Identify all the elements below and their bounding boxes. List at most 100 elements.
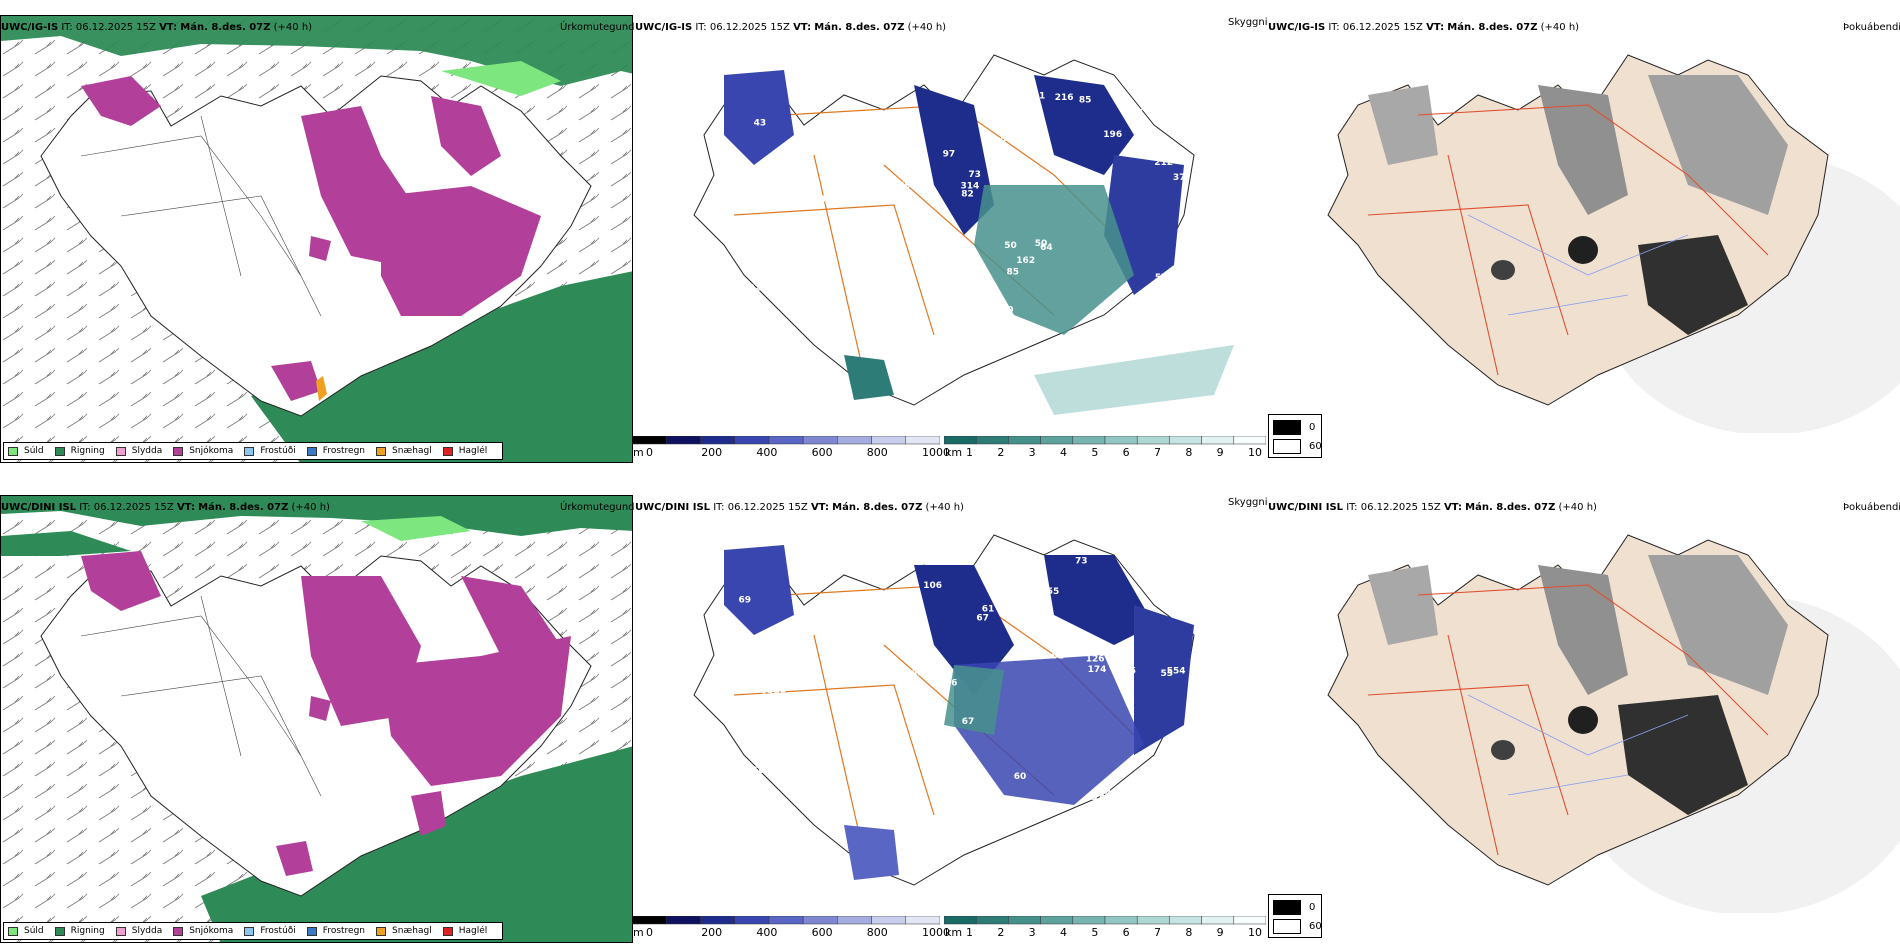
visibility-value-label: 40	[968, 836, 981, 846]
visibility-value-label: 51	[1033, 92, 1046, 102]
colorbar-swatch	[1201, 916, 1235, 925]
visibility-value-label: 62	[911, 174, 924, 184]
visibility-value-label: 67	[976, 614, 989, 624]
header-fog-row1: UWC/IG-IS IT: 06.12.2025 15Z VT: Mán. 8.…	[1268, 22, 1579, 34]
visibility-value-label: 114	[747, 182, 766, 192]
colorbar-swatch	[768, 436, 804, 445]
visibility-labels-row1: 62 114 75 52 54 32 80 97 57 50 55 69 52 73 64 43 57 37 50 6…	[721, 69, 1186, 365]
visibility-value-label: 59	[1169, 758, 1182, 768]
precip-legend-row2: Súld Rigning Slydda Snjókoma Frostúði Fr…	[3, 922, 504, 940]
vt-value: Mán. 8.des. 07Z	[832, 502, 923, 513]
vis-unit: km	[945, 926, 963, 939]
legend-item-slydda: Slydda	[115, 926, 162, 936]
legend-swatch	[8, 446, 18, 456]
it-label: IT:	[713, 502, 725, 513]
precip-map-row2	[1, 496, 632, 942]
fog-title-row1: Þokuábendi	[1843, 22, 1900, 33]
model-name: UWC/DINI ISL	[635, 502, 711, 513]
fog-legend-dark-box	[1273, 900, 1301, 915]
legend-item-frostregn: Frostregn	[306, 446, 366, 456]
legend-swatch	[244, 926, 255, 936]
legend-item-frostregn: Frostregn	[306, 926, 366, 936]
visibility-value-label: 32	[769, 339, 782, 349]
visibility-value-label: 174	[811, 746, 830, 756]
colorbar-swatch	[975, 436, 1009, 445]
visibility-value-label: 126	[1086, 654, 1105, 664]
it-value: 06.12.2025 15Z	[1360, 502, 1441, 513]
model-name: UWC/IG-IS	[635, 22, 693, 33]
legend-item-frostudi: Frostúði	[244, 446, 296, 456]
height-unit: m	[633, 446, 644, 459]
visibility-value-label: 106	[923, 581, 942, 591]
colorbar-swatch	[665, 916, 701, 925]
colorbar-tick-label: 9	[1216, 446, 1224, 459]
visibility-value-label: 61	[815, 276, 828, 286]
legend-label: Snæhagl	[392, 446, 432, 456]
colorbar-swatch	[1104, 916, 1138, 925]
legend-label: Súld	[24, 446, 44, 456]
colorbar-swatch	[1169, 916, 1202, 925]
header-visibility-row1: UWC/IG-IS IT: 06.12.2025 15Z VT: Mán. 8.…	[635, 22, 946, 34]
visibility-value-label: 71	[769, 354, 782, 364]
visibility-value-label: 314	[961, 181, 980, 191]
colorbar-swatch	[1233, 916, 1266, 925]
colorbar-tick-label: 2	[997, 446, 1005, 459]
colorbar-swatch	[1233, 436, 1266, 445]
it-label: IT:	[1328, 22, 1340, 33]
colorbar-tick-label: 2	[997, 926, 1005, 939]
model-name: UWC/IG-IS	[1, 22, 59, 33]
visibility-value-label: 67	[962, 717, 975, 727]
visibility-value-label: 57	[898, 80, 911, 90]
colorbar-tick-label: 1	[966, 926, 973, 939]
model-name: UWC/DINI ISL	[1268, 502, 1344, 513]
it-value: 06.12.2025 15Z	[93, 502, 174, 513]
fog-panel-row1	[1268, 15, 1900, 433]
fog-panel-row2	[1268, 495, 1900, 913]
fog-legend-dark: 0	[1273, 900, 1315, 915]
legend-label: Rigning	[70, 446, 105, 456]
colorbar-swatch	[905, 436, 940, 445]
visibility-value-label: 69	[898, 181, 911, 191]
colorbar-tick-label: 8	[1185, 446, 1193, 459]
legend-swatch	[173, 446, 184, 456]
height-unit: m	[633, 926, 644, 939]
visibility-value-label: 80	[896, 121, 909, 131]
visibility-value-label: 22	[749, 284, 762, 294]
colorbar-swatch	[734, 916, 770, 925]
vis-colorbar-row1: km 1 2 3 4 5 6 7 8 9 10	[944, 436, 1266, 459]
visibility-value-label: 62	[1123, 335, 1136, 345]
visibility-value-label: 132	[729, 350, 748, 360]
colorbar-swatch	[802, 916, 838, 925]
fog-map-row1	[1327, 54, 1900, 433]
header-precip-row2: UWC/DINI ISL IT: 06.12.2025 15Z VT: Mán.…	[1, 502, 330, 514]
visibility-value-label: 50	[1035, 239, 1048, 249]
visibility-value-label: 82	[911, 791, 924, 801]
colorbar-swatch	[1201, 436, 1235, 445]
visibility-value-label: 66	[1130, 148, 1143, 158]
colorbar-tick-label: 4	[1060, 446, 1067, 459]
colorbar-tick-label: 1000	[922, 446, 950, 459]
visibility-value-label: 84	[911, 669, 924, 679]
vt-label: VT:	[176, 502, 195, 513]
visibility-value-label: 80	[797, 139, 810, 149]
fog-legend-light: 60	[1273, 439, 1322, 454]
visibility-value-label: 64	[1040, 243, 1053, 253]
visibility-value-label: 75	[1131, 108, 1144, 118]
legend-label: Frostúði	[260, 926, 296, 936]
visibility-value-label: 52	[884, 213, 897, 223]
legend-label: Frostregn	[322, 446, 366, 456]
legend-swatch	[244, 446, 255, 456]
precip-title-row1: Úrkomutegund	[560, 22, 635, 33]
precip-legend-row1: Súld Rigning Slydda Snjókoma Frostúði Fr…	[3, 442, 504, 460]
colorbar-swatch	[700, 916, 735, 925]
legend-swatch	[306, 926, 317, 936]
header-fog-row2: UWC/DINI ISL IT: 06.12.2025 15Z VT: Mán.…	[1268, 502, 1597, 514]
visibility-value-label: 18	[893, 297, 906, 307]
fog-legend-dark-box	[1273, 420, 1301, 435]
legend-label: Frostregn	[322, 926, 366, 936]
colorbar-swatch	[871, 916, 907, 925]
visibility-value-label: 57	[1155, 273, 1168, 283]
colorbar-swatch	[975, 916, 1009, 925]
colorbar-swatch	[905, 916, 940, 925]
visibility-value-label: 97	[943, 149, 956, 159]
